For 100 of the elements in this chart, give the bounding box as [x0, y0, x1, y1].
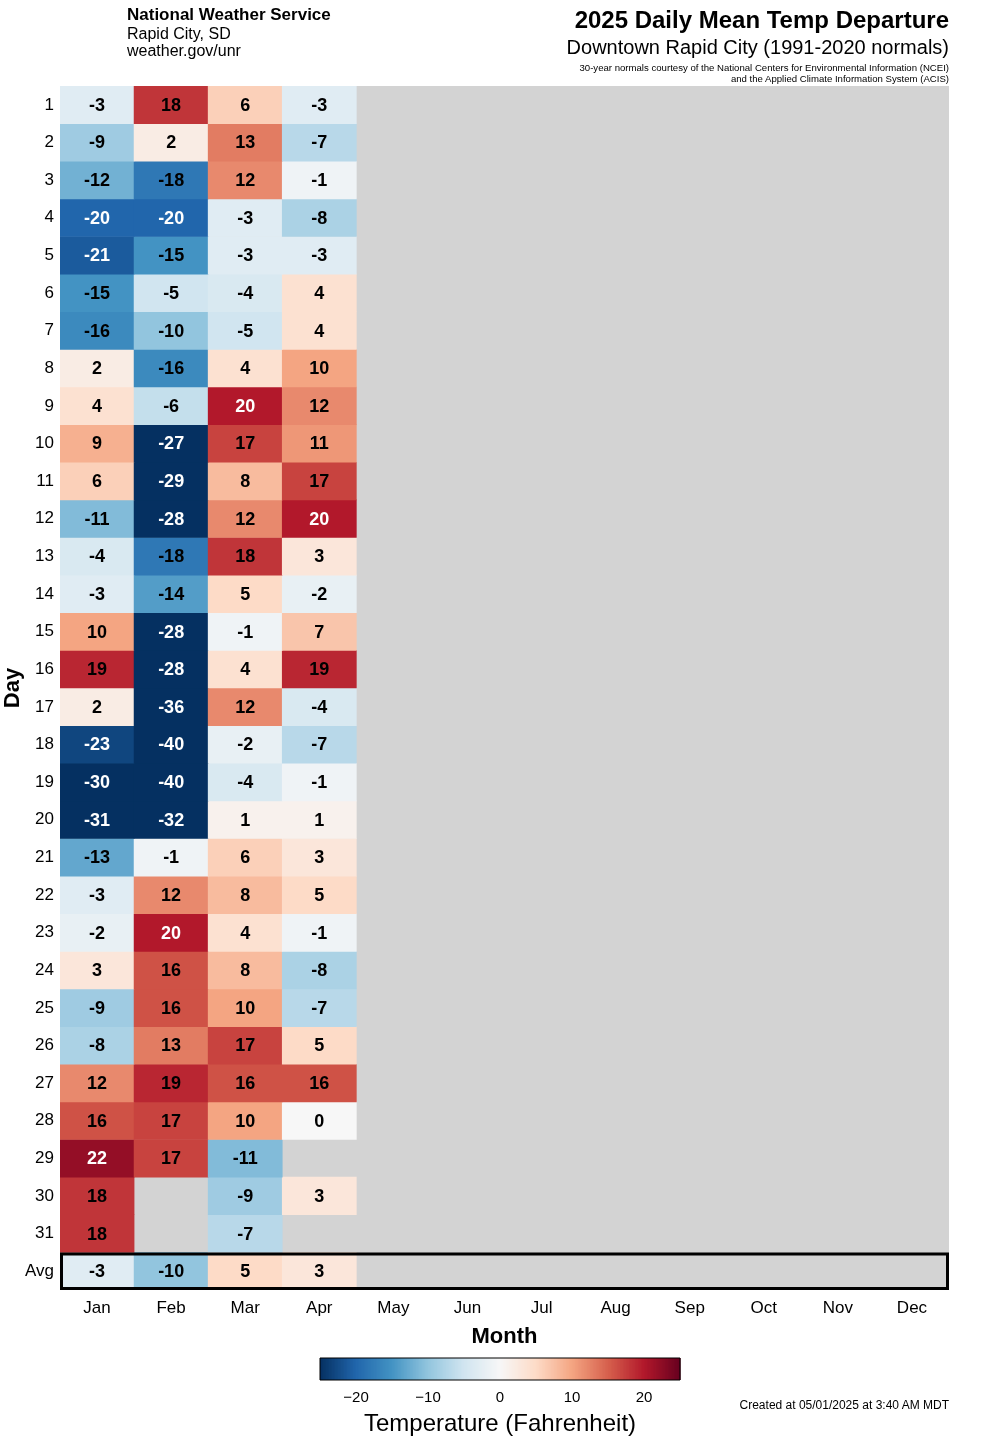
- data-label: 6: [240, 94, 251, 115]
- data-label: 3: [314, 847, 325, 868]
- data-label: -20: [158, 207, 185, 228]
- data-label: -3: [311, 94, 328, 115]
- color-bar-title: Temperature (Fahrenheit): [363, 1408, 637, 1436]
- chart-title: 2025 Daily Mean Temp Departure: [574, 6, 949, 34]
- y-tick-label: 20: [35, 809, 54, 829]
- x-tick-label: Nov: [822, 1297, 854, 1317]
- data-label: 20: [309, 508, 330, 529]
- y-axis-title: Day: [0, 667, 25, 709]
- data-label: 18: [87, 1185, 108, 1206]
- y-tick-label: 9: [44, 395, 54, 415]
- data-label: -30: [84, 772, 111, 793]
- y-tick-label: 18: [35, 734, 54, 754]
- y-tick-label: 15: [35, 621, 54, 641]
- data-label: 19: [161, 1073, 182, 1094]
- data-label: 7: [314, 621, 325, 642]
- data-label: 4: [92, 395, 103, 416]
- data-label: 3: [314, 546, 325, 567]
- data-label: -14: [158, 583, 185, 604]
- y-tick-label: 25: [35, 997, 54, 1017]
- data-label: -5: [163, 282, 180, 303]
- data-label: 19: [309, 659, 330, 680]
- data-label: -3: [311, 245, 328, 266]
- data-label: 4: [314, 320, 325, 341]
- y-tick-label: 13: [35, 546, 54, 565]
- data-label: -1: [311, 772, 328, 793]
- y-tick-label: 12: [35, 508, 54, 528]
- data-label: -8: [89, 1035, 106, 1056]
- data-label: -3: [89, 94, 106, 115]
- data-label: -6: [163, 395, 180, 416]
- data-label: 10: [87, 621, 108, 642]
- data-label: 22: [87, 1148, 108, 1169]
- data-label: 18: [161, 94, 182, 115]
- data-label: 10: [235, 997, 256, 1018]
- data-label: 12: [235, 508, 256, 529]
- data-label: -21: [84, 245, 111, 266]
- x-tick-label: Oct: [750, 1297, 778, 1317]
- data-label: 3: [314, 1261, 325, 1282]
- data-label: -15: [158, 245, 185, 266]
- data-label: -23: [84, 734, 111, 755]
- data-label: 2: [92, 358, 103, 379]
- data-label: 17: [235, 1035, 256, 1056]
- data-label: -7: [311, 132, 328, 153]
- y-tick-label: 6: [44, 282, 54, 302]
- y-tick-label: 14: [35, 583, 54, 603]
- data-label: 17: [309, 471, 330, 492]
- x-tick-label: Jan: [83, 1297, 111, 1317]
- data-label: -7: [237, 1223, 254, 1244]
- y-tick-label: 28: [35, 1110, 54, 1130]
- y-tick-label: 17: [35, 696, 54, 716]
- data-label: 10: [309, 358, 330, 379]
- y-tick-label: 30: [35, 1185, 54, 1205]
- data-label: -28: [158, 659, 185, 680]
- y-tick-label: 22: [35, 884, 54, 904]
- data-label: 16: [161, 960, 182, 981]
- y-tick-label: 21: [35, 847, 54, 866]
- y-tick-label: 16: [35, 658, 54, 678]
- data-label: -3: [89, 1261, 106, 1282]
- data-label: -12: [84, 170, 111, 191]
- data-label: -7: [311, 997, 328, 1018]
- y-tick-label: 2: [44, 132, 54, 152]
- x-tick-label: Jun: [453, 1297, 482, 1317]
- data-label: 20: [235, 395, 256, 416]
- data-label: -10: [158, 320, 185, 341]
- data-label: 6: [240, 847, 251, 868]
- data-label: -3: [237, 207, 254, 228]
- x-tick-label: Apr: [306, 1297, 333, 1317]
- data-label: 13: [161, 1035, 182, 1056]
- data-label: -2: [237, 734, 254, 755]
- data-label: 16: [235, 1073, 256, 1094]
- data-label: 5: [314, 1035, 325, 1056]
- data-label: 19: [87, 659, 108, 680]
- data-label: 4: [314, 282, 325, 303]
- y-tick-label: 31: [35, 1223, 54, 1243]
- data-label: 6: [92, 471, 103, 492]
- data-label: -2: [89, 922, 106, 943]
- y-tick-label: 24: [35, 959, 54, 979]
- data-label: 4: [240, 659, 251, 680]
- y-tick-label: 23: [35, 922, 54, 942]
- data-label: 5: [240, 1261, 251, 1282]
- color-bar-label: 0: [495, 1388, 505, 1406]
- data-label: 11: [309, 433, 329, 454]
- data-label: -18: [158, 546, 185, 567]
- data-label: 2: [166, 132, 177, 153]
- data-label: 12: [235, 696, 256, 717]
- data-label: 18: [87, 1223, 108, 1244]
- data-label: 12: [309, 395, 330, 416]
- x-tick-label: Jul: [530, 1297, 553, 1317]
- data-label: 8: [240, 884, 251, 905]
- text: Rapid City, SD: [127, 24, 231, 44]
- y-tick-label: 1: [44, 94, 54, 114]
- y-tick-label: 27: [35, 1072, 54, 1092]
- x-tick-label: Feb: [156, 1297, 186, 1317]
- data-label: 16: [309, 1073, 330, 1094]
- data-label: -4: [237, 282, 254, 303]
- data-label: 20: [161, 922, 182, 943]
- data-label: -36: [158, 696, 185, 717]
- y-tick-label: 8: [44, 357, 54, 377]
- data-label: -16: [158, 358, 185, 379]
